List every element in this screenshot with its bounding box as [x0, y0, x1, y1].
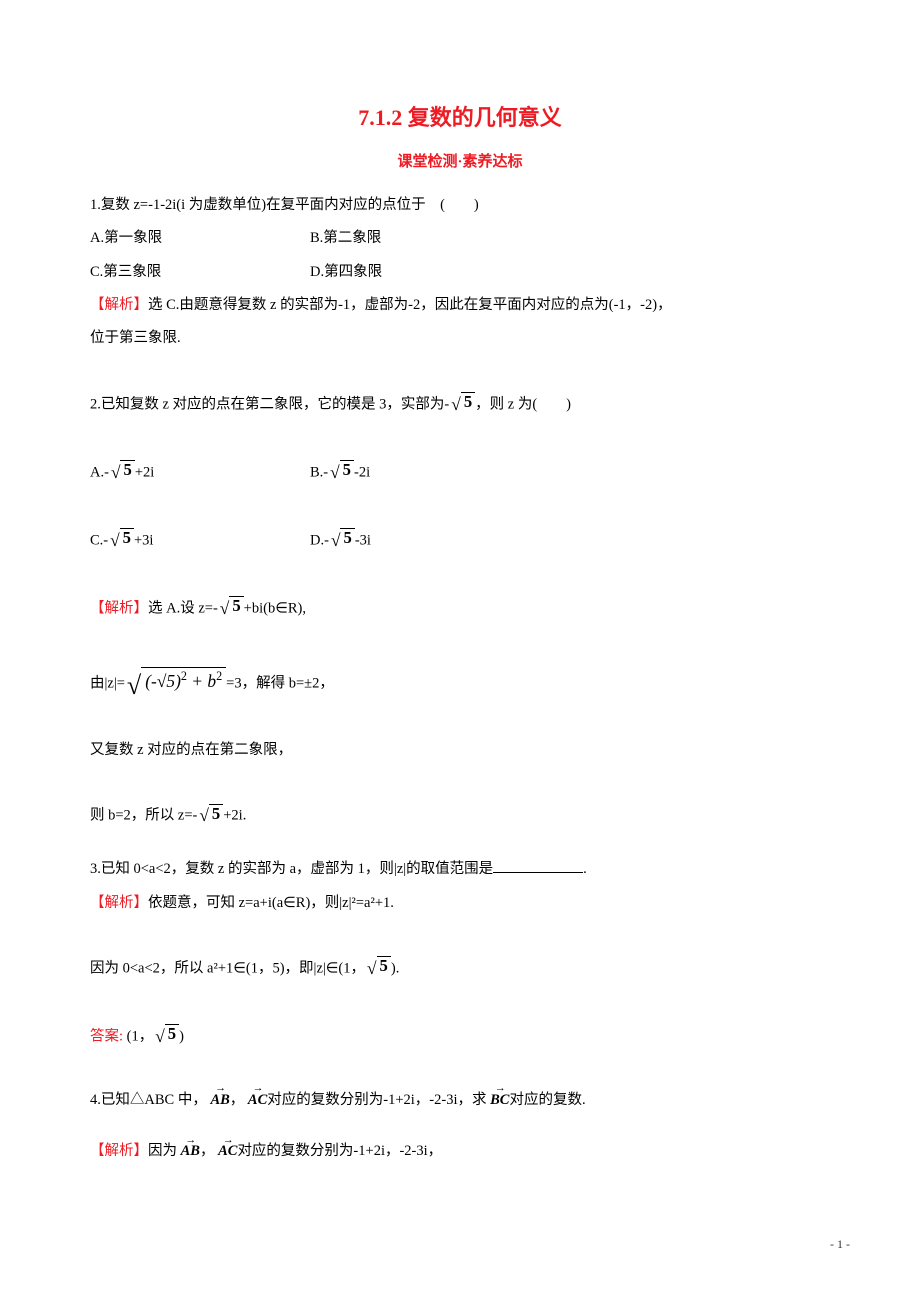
q1-optD: D.第四象限 [310, 256, 382, 289]
answer-label: 【解析】 [90, 600, 148, 616]
q1-answer-line2: 位于第三象限. [90, 322, 830, 355]
sqrt5-icon: √5 [108, 520, 134, 560]
q2-optB: B.-√5-2i [310, 452, 370, 492]
q1-optB: B.第二象限 [310, 222, 381, 255]
sqrt5-icon: √5 [328, 452, 354, 492]
q1-optC: C.第三象限 [90, 256, 310, 289]
q2-ans2: 由|z|=√(-√5)2 + b2=3，解得 b=±2， [90, 656, 830, 716]
sqrt5-icon: √5 [197, 795, 223, 835]
vector-AB-icon: AB [210, 1084, 229, 1117]
q1-choices-cd: C.第三象限 D.第四象限 [90, 256, 830, 289]
answer-label: 【解析】 [90, 1143, 148, 1159]
sqrt5-icon: √5 [153, 1016, 179, 1056]
vector-AB-icon: AB [181, 1135, 200, 1168]
q2-optA: A.-√5+2i [90, 452, 310, 492]
answer-label: 【解析】 [90, 895, 148, 911]
sqrt5-icon: √5 [449, 384, 475, 424]
blank-field [493, 859, 583, 873]
q1-choices-ab: A.第一象限 B.第二象限 [90, 222, 830, 255]
vector-BC-icon: BC [490, 1084, 509, 1117]
sqrt-expr-icon: √(-√5)2 + b2 [125, 656, 226, 716]
q4-ans: 【解析】因为 AB， AC对应的复数分别为-1+2i，-2-3i， [90, 1135, 830, 1168]
q2-stem-b: ，则 z 为( ) [475, 396, 571, 412]
q3-final: 答案: (1，√5) [90, 1016, 830, 1056]
q3-stem: 3.已知 0<a<2，复数 z 的实部为 a，虚部为 1，则|z|的取值范围是. [90, 853, 830, 886]
q1-ans-a: 选 C.由题意得复数 z 的实部为-1，虚部为-2，因此在复平面内对应的点为(-… [148, 297, 672, 313]
q2-choices-cd: C.-√5+3i D.-√5-3i [90, 520, 830, 560]
final-label: 答案: [90, 1028, 123, 1044]
vector-AC-icon: AC [248, 1084, 267, 1117]
q2-ans4: 则 b=2，所以 z=-√5+2i. [90, 795, 830, 835]
sqrt5-icon: √5 [329, 520, 355, 560]
q2-ans1: 【解析】选 A.设 z=-√5+bi(b∈R), [90, 588, 830, 628]
q2-choices-ab: A.-√5+2i B.-√5-2i [90, 452, 830, 492]
q4-stem: 4.已知△ABC 中， AB， AC对应的复数分别为-1+2i，-2-3i，求 … [90, 1084, 830, 1117]
page-subtitle: 课堂检测·素养达标 [90, 150, 830, 171]
q2-stem: 2.已知复数 z 对应的点在第二象限，它的模是 3，实部为-√5，则 z 为( … [90, 384, 830, 424]
sqrt5-icon: √5 [218, 588, 244, 628]
page-title: 7.1.2 复数的几何意义 [90, 100, 830, 132]
q3-ans1: 【解析】依题意，可知 z=a+i(a∈R)，则|z|²=a²+1. [90, 887, 830, 920]
sqrt5-icon: √5 [365, 948, 391, 988]
q1-answer-line1: 【解析】选 C.由题意得复数 z 的实部为-1，虚部为-2，因此在复平面内对应的… [90, 289, 830, 322]
vector-AC-icon: AC [218, 1135, 237, 1168]
q2-optD: D.-√5-3i [310, 520, 371, 560]
page-number: - 1 - [830, 1237, 850, 1252]
q2-stem-a: 2.已知复数 z 对应的点在第二象限，它的模是 3，实部为- [90, 396, 449, 412]
q2-optC: C.-√5+3i [90, 520, 310, 560]
q1-optA: A.第一象限 [90, 222, 310, 255]
q1-stem: 1.复数 z=-1-2i(i 为虚数单位)在复平面内对应的点位于 ( ) [90, 189, 830, 222]
sqrt5-icon: √5 [109, 452, 135, 492]
answer-label: 【解析】 [90, 297, 148, 313]
q3-ans2: 因为 0<a<2，所以 a²+1∈(1，5)，即|z|∈(1，√5). [90, 948, 830, 988]
q2-ans3: 又复数 z 对应的点在第二象限， [90, 734, 830, 767]
